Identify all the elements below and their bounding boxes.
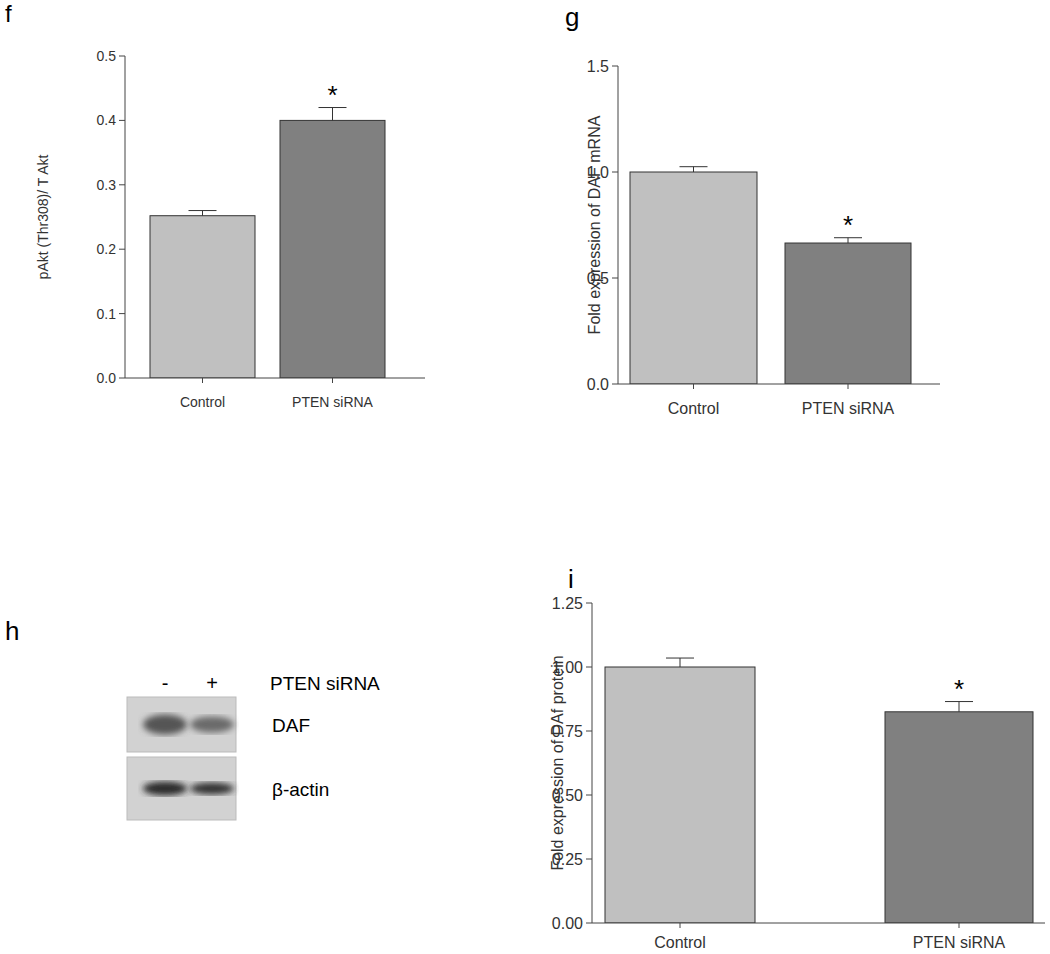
bar [785,243,911,384]
bar [605,667,755,923]
y-tick [612,278,618,279]
significance: * [843,210,853,240]
error-bar [680,167,708,172]
x-tick-label: Control [180,394,225,410]
error-cap [189,210,217,211]
y-axis [592,603,593,923]
band [190,783,234,795]
error-cap [666,658,694,659]
panel-i: i0.000.250.500.751.001.25ControlPTEN siR… [549,564,1045,951]
figure: f 0.0 0.1 0.2 0.3 0.4 0.5 Control PTEN siRNA pAkt… [0,0,1050,954]
lanes-label: PTEN siRNA [270,673,380,694]
lane-label: + [206,672,218,694]
bar [630,172,757,384]
row-label: DAF [272,715,310,736]
y-tick [119,184,125,185]
y-tick [119,56,125,57]
x-tick [680,923,681,928]
band [143,715,187,735]
y-axis [618,66,619,384]
x-tick [959,923,960,928]
x-tick-label: PTEN siRNA [913,934,1006,951]
x-axis [592,923,1045,924]
blot-panel: h - + PTEN siRNA DAF β-actin [5,616,380,820]
bars [150,108,385,378]
y-tick-label: 0.1 [97,306,117,322]
significance: * [954,674,964,704]
x-tick [332,378,333,383]
error-cap [680,166,708,167]
blot-strip [127,697,236,752]
error-stem [202,211,203,216]
y-tick [119,249,125,250]
error-stem [693,167,694,172]
panel-f: f 0.0 0.1 0.2 0.3 0.4 0.5 Control PTEN siRNA pAkt… [5,0,425,410]
significance: * [327,80,337,110]
y-tick [612,384,618,385]
y-tick [586,923,592,924]
x-tick-label: Control [668,400,720,417]
y-axis [125,56,126,378]
y-tick-label: 0.0 [97,370,117,386]
error-stem [680,658,681,667]
y-axis-label: Fold expression of DAF mRNA [586,115,603,334]
y-tick-label: 1.25 [552,595,583,612]
x-tick [848,384,849,389]
y-tick [119,313,125,314]
y-tick [612,66,618,67]
y-tick [586,859,592,860]
panel-label: h [5,616,19,646]
x-tick-label: Control [654,934,706,951]
y-tick-label: 0.2 [97,241,117,257]
bars [605,658,1033,923]
y-tick [586,795,592,796]
x-tick [202,378,203,383]
bar [150,216,255,378]
y-tick [586,603,592,604]
bar [885,712,1033,923]
band [190,717,234,733]
panel-label: g [565,2,579,32]
bar [280,120,385,378]
x-tick-label: PTEN siRNA [802,400,895,417]
y-tick-label: 1.5 [587,58,609,75]
y-tick-label: 0.0 [587,376,609,393]
error-bar [666,658,694,667]
panel-label: i [568,564,574,594]
y-tick [612,172,618,173]
bars [630,167,911,384]
y-tick [119,378,125,379]
x-tick [693,384,694,389]
blot-strip [127,757,236,820]
y-axis-label: Fold expression of DAf protein [549,655,566,870]
band [143,782,187,796]
y-tick-label: 0.5 [97,48,117,64]
y-tick [586,731,592,732]
y-tick-label: 0.3 [97,177,117,193]
y-tick [586,667,592,668]
row-label: β-actin [272,779,329,800]
x-tick-label: PTEN siRNA [292,394,374,410]
panel-label: f [5,0,12,27]
lane-label: - [162,672,169,694]
y-tick [119,120,125,121]
x-axis [618,384,940,385]
error-bar [189,211,217,216]
y-axis-label: pAkt (Thr308)/ T Akt [35,155,51,280]
panel-g: g0.00.51.01.5ControlPTEN siRNAFold expre… [565,2,940,417]
y-tick-label: 0.00 [552,915,583,932]
y-tick-label: 0.4 [97,112,117,128]
x-axis [125,378,425,379]
